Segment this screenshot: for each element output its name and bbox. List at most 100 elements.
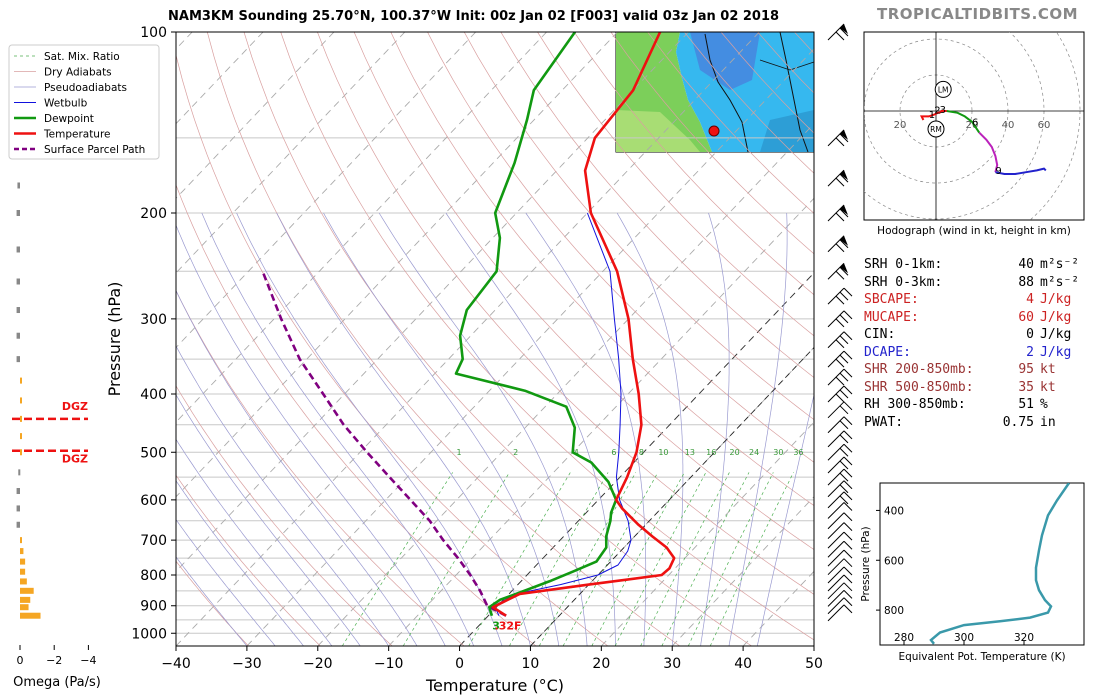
mixing-ratio-line	[661, 472, 750, 646]
stat-value: 51%	[1018, 396, 1084, 414]
legend-item-label: Temperature	[43, 129, 111, 141]
x-tick-label: 40	[734, 656, 752, 672]
hodograph-trace	[919, 110, 947, 121]
hodograph-height-label: 6	[972, 117, 978, 128]
x-tick-label: −30	[232, 656, 262, 672]
hodograph-height-label: 1	[929, 110, 935, 121]
x-tick-label: 0	[455, 656, 464, 672]
hodograph-ring-label: 20	[966, 120, 979, 131]
y-tick-label: 100	[140, 25, 167, 41]
mixing-ratio-line	[402, 472, 510, 646]
omega-bar	[16, 356, 20, 363]
storm-motion-marker	[927, 120, 945, 138]
wind-barb	[827, 262, 849, 280]
wind-barb	[827, 574, 853, 592]
dry-adiabat	[176, 560, 249, 646]
wind-barb	[827, 204, 849, 222]
omega-tick-label: −2	[46, 654, 62, 667]
stat-row: MUCAPE: 60 J/kg	[864, 309, 1084, 327]
stat-value: 88 m²s⁻²	[1018, 274, 1084, 292]
pseudoadiabat	[176, 224, 446, 646]
omega-bar	[20, 548, 24, 555]
hodograph-height-label: 2	[934, 106, 940, 117]
mixing-ratio-line	[468, 472, 571, 646]
x-tick-label: 20	[592, 656, 610, 672]
brand-watermark: TROPICALTIDBITS.COM	[877, 5, 1078, 23]
wind-barb	[827, 512, 853, 530]
wind-barb	[827, 604, 853, 622]
legend-item-label: Sat. Mix. Ratio	[44, 51, 120, 63]
hodograph-caption: Hodograph (wind in kt, height in km)	[877, 225, 1071, 237]
x-tick-label: 50	[805, 656, 823, 672]
location-marker	[708, 125, 720, 137]
wind-barb	[827, 169, 849, 187]
isotherm	[176, 32, 618, 498]
theta-e-ylabel: Pressure (hPa)	[860, 526, 872, 601]
pseudoadiabat	[176, 394, 361, 646]
theta-e-plot: 280 300 320 400 600 800 Equivalent Pot. Tempe…	[860, 482, 1085, 663]
stat-unit: J/kg	[1040, 327, 1072, 342]
wind-barb	[827, 456, 853, 474]
pseudoadiabat	[323, 212, 560, 646]
dry-adiabat	[537, 32, 814, 337]
stat-label: PWAT:	[864, 414, 904, 430]
wind-barb	[827, 566, 853, 584]
stat-number: 40	[1018, 257, 1034, 272]
stat-value: 2 J/kg	[1026, 344, 1084, 362]
location-map-inset	[615, 31, 815, 153]
stat-label: RH 300-850mb:	[864, 397, 966, 412]
mixing-ratio-label: 1	[457, 448, 462, 457]
wind-barb	[827, 522, 853, 539]
stat-unit: J/kg	[1040, 292, 1072, 307]
wind-barb	[827, 310, 853, 328]
x-axis-label: Temperature (°C)	[425, 676, 564, 695]
legend-item-label: Dry Adiabats	[44, 67, 112, 79]
x-tick-label: 30	[663, 656, 681, 672]
y-tick-label: 900	[140, 599, 167, 615]
legend-item-label: Wetbulb	[44, 98, 88, 110]
skew-t-plot: 1 2 4 6 8 10 13 16 20 24 30 36 3.32F −40 −30 −20 −10 0 1…	[131, 25, 823, 672]
mixing-ratio-label: 24	[749, 448, 759, 457]
stat-number: 60	[1018, 309, 1034, 325]
y-tick-label: 200	[140, 206, 167, 222]
stat-number: 88	[1018, 274, 1034, 290]
stat-value: 60 J/kg	[1018, 309, 1084, 327]
stat-value: 95 kt	[1018, 361, 1084, 379]
wind-barb	[827, 597, 853, 615]
wind-barbs	[827, 23, 853, 622]
hodograph-height-label: 3	[940, 105, 946, 116]
y-tick-label: 800	[140, 568, 167, 584]
stat-label: DCAPE:	[864, 344, 911, 360]
dry-adiabat	[500, 32, 814, 378]
isotherm	[176, 32, 689, 573]
mixing-ratio-line	[591, 472, 685, 646]
stat-number: 2	[1026, 344, 1034, 360]
pseudoadiabat	[176, 519, 276, 646]
omega-bar	[20, 397, 22, 404]
hodograph-ring-label: 40	[1002, 120, 1015, 131]
pseudoadiabat	[176, 438, 333, 646]
omega-tick-label: −4	[80, 654, 96, 667]
wind-barb	[827, 549, 853, 567]
omega-bar	[20, 377, 22, 384]
omega-profile: 0 −2 −4 DGZ DGZ	[12, 116, 97, 667]
stat-unit: in	[1040, 414, 1056, 430]
temperature-line	[491, 32, 676, 617]
stat-label: MUCAPE:	[864, 309, 919, 325]
stat-row: SHR 500-850mb: 35 kt	[864, 379, 1084, 397]
stat-value: 40 m²s⁻²	[1018, 256, 1084, 274]
wind-barb	[827, 430, 853, 448]
stat-unit: J/kg	[1040, 309, 1072, 325]
isotherm	[246, 48, 814, 646]
wind-barb	[827, 443, 853, 461]
mixing-ratio-line	[640, 472, 730, 646]
stat-unit: J/kg	[1040, 344, 1072, 360]
omega-bar	[16, 209, 20, 216]
y-tick-label: 600	[140, 493, 167, 509]
pseudoadiabat	[176, 479, 304, 646]
surface-dewpoint-label: 3	[492, 620, 500, 633]
reference-isotherm	[530, 346, 814, 646]
wind-barb	[827, 287, 853, 305]
wind-barb	[827, 480, 853, 498]
